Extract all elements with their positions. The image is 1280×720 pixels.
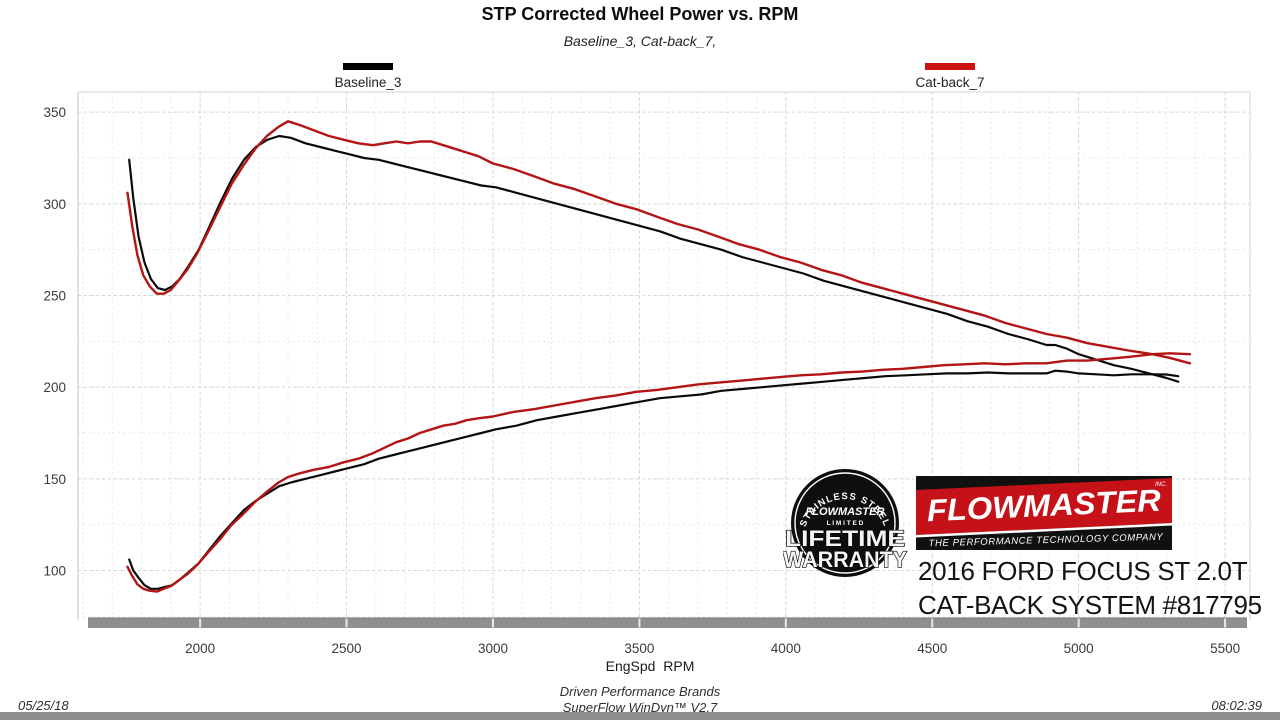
chart-subtitle: Baseline_3, Cat-back_7,: [563, 33, 717, 49]
curve-cat-back_7-power: [126, 352, 1192, 593]
x-tick-label: 3500: [624, 641, 654, 656]
x-axis-tick-notch: [199, 618, 202, 628]
y-tick-label: 250: [43, 289, 66, 304]
badge-ring: [794, 472, 896, 574]
footer-time: 08:02:39: [1211, 698, 1262, 713]
x-tick-label: 5000: [1064, 641, 1094, 656]
legend-baseline-label: Baseline_3: [334, 75, 402, 90]
curve-baseline_3-power: [128, 369, 1180, 590]
footer-brand-line: Driven Performance Brands: [559, 684, 721, 699]
y-tick-label: 150: [43, 472, 66, 487]
badge-flowmaster-text: FLOWMASTER: [806, 506, 885, 518]
y-tick-label: 100: [43, 564, 66, 579]
curve-baseline_3-torque: [128, 134, 1180, 383]
warranty-badge: STAINLESS STEEL FLOWMASTER L I M I T E D…: [783, 469, 908, 577]
x-axis-bar: [88, 618, 1247, 628]
legend-baseline-swatch: [343, 63, 393, 70]
vehicle-title: 2016 FORD FOCUS ST 2.0T: [918, 556, 1248, 586]
x-axis-tick-notch: [491, 618, 494, 628]
x-axis-tick-notch: [931, 618, 934, 628]
x-tick-label: 4000: [771, 641, 801, 656]
x-tick-label: 2000: [185, 641, 215, 656]
logo-red-band: [916, 478, 1172, 535]
logo-inc-text: INC.: [1155, 482, 1167, 488]
x-axis-tick-notch: [1077, 618, 1080, 628]
x-tick-label: 5500: [1210, 641, 1240, 656]
x-axis-tick-notch: [784, 618, 787, 628]
footer-date: 05/25/18: [18, 698, 69, 713]
product-title: CAT-BACK SYSTEM #817795: [918, 590, 1262, 620]
x-tick-label: 3000: [478, 641, 508, 656]
x-tick-label: 4500: [917, 641, 947, 656]
footer-software-line: SuperFlow WinDyn™ V2.7: [562, 700, 718, 715]
badge-lifetime-text: LIFETIME: [785, 526, 905, 551]
legend-baseline: Baseline_3: [288, 63, 448, 92]
legend-catback-label: Cat-back_7: [915, 75, 985, 90]
legend-catback-swatch: [925, 63, 975, 70]
y-tick-label: 300: [43, 197, 66, 212]
flowmaster-logo: FLOWMASTER INC. THE PERFORMANCE TECHNOLO…: [916, 476, 1172, 550]
x-tick-label: 2500: [332, 641, 362, 656]
x-axis-label: EngSpd RPM: [605, 658, 695, 674]
x-axis-tick-notch: [345, 618, 348, 628]
badge-warranty-text: WARRANTY: [783, 547, 907, 572]
logo-white-slash: [916, 523, 1172, 538]
chart-title: STP Corrected Wheel Power vs. RPM: [481, 4, 799, 24]
x-axis-tick-notch: [638, 618, 641, 628]
legend-catback: Cat-back_7: [870, 63, 1030, 92]
curve-cat-back_7-torque: [126, 120, 1192, 365]
y-tick-label: 350: [43, 105, 66, 120]
y-tick-label: 200: [43, 380, 66, 395]
badge-limited-text: L I M I T E D: [827, 520, 864, 527]
badge-circle: [791, 469, 899, 577]
bottom-gray-strip: [0, 712, 1280, 720]
x-axis-tick-notch: [1224, 618, 1227, 628]
